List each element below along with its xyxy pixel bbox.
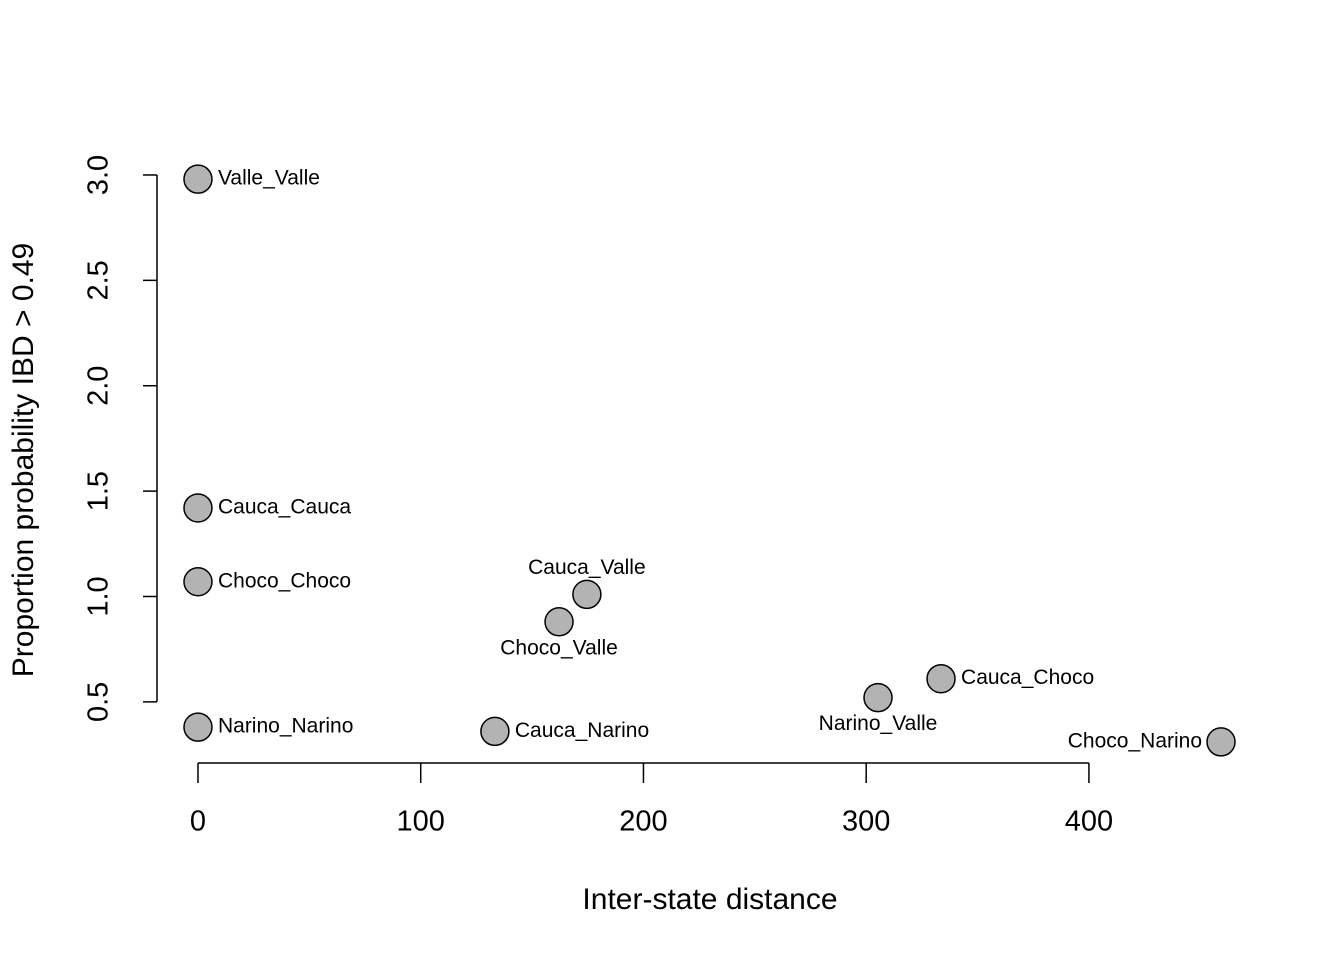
point (183, 493, 213, 523)
point (183, 164, 213, 194)
x-tick-label: 100 (397, 806, 445, 838)
point (863, 682, 893, 713)
y-tick-label: 0.5 (83, 682, 115, 722)
point (480, 716, 510, 747)
y-axis-title: Proportion probability IBD > 0.49 (7, 243, 40, 677)
point (183, 566, 213, 597)
point (572, 579, 602, 610)
x-tick-label: 400 (1065, 806, 1113, 838)
x-tick-label: 200 (619, 806, 667, 838)
y-tick-label: 2.5 (83, 260, 115, 300)
y-tick-label: 2.0 (83, 366, 115, 406)
y-tick-label: 3.0 (83, 155, 115, 195)
point-label: Choco_Choco (218, 569, 351, 592)
point-label: Narino_Valle (819, 712, 938, 735)
x-axis-title: Inter-state distance (582, 883, 837, 916)
point (183, 712, 213, 742)
x-tick-label: 0 (190, 806, 206, 838)
point-label: Choco_Valle (500, 636, 618, 659)
point (926, 663, 956, 694)
point-label: Cauca_Choco (961, 666, 1094, 689)
point (1206, 727, 1236, 757)
y-tick-label: 1.5 (83, 471, 115, 511)
point-label: Choco_Narino (1068, 729, 1202, 752)
point-label: Valle_Valle (218, 167, 320, 190)
y-tick-label: 1.0 (83, 576, 115, 616)
x-tick-label: 300 (842, 806, 890, 838)
point-label: Cauca_Cauca (218, 496, 351, 519)
point-label: Cauca_Narino (515, 719, 649, 742)
point-label: Narino_Narino (218, 715, 353, 738)
point (544, 607, 574, 637)
point-label: Cauca_Valle (528, 556, 646, 579)
